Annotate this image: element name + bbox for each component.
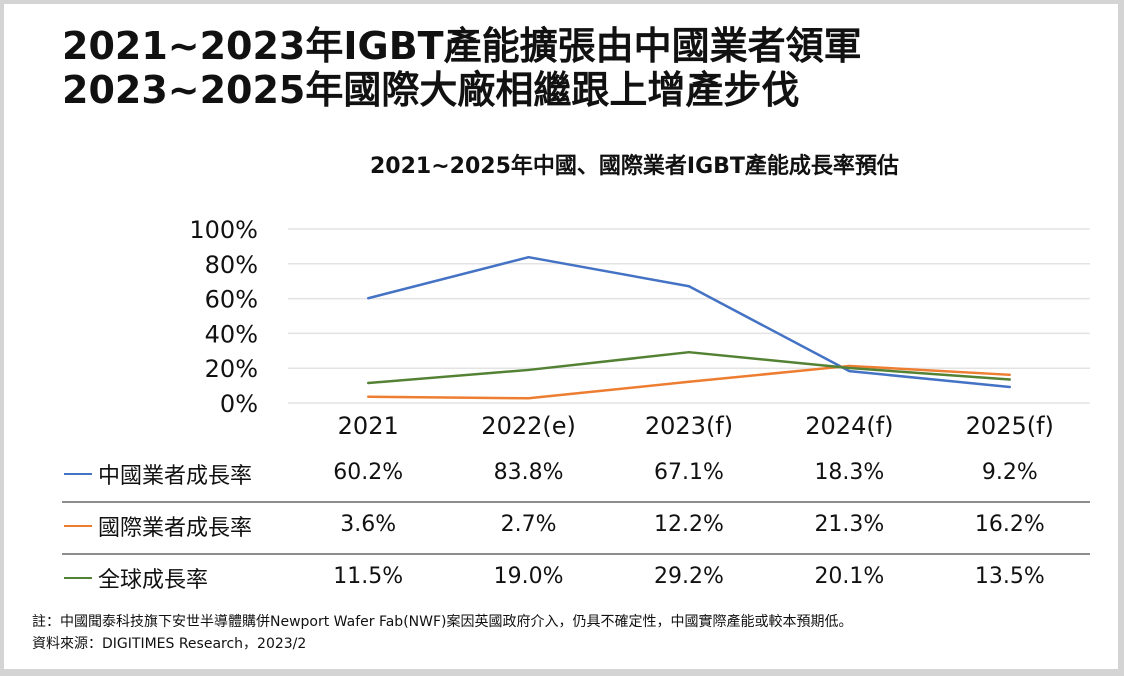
data-label: 29.2% bbox=[654, 564, 724, 589]
y-axis-ticks: 100% 80% 60% 40% 20% 0% bbox=[189, 216, 258, 418]
source-note: 資料來源：DIGITIMES Research，2023/2 bbox=[32, 636, 307, 652]
series-1 bbox=[367, 364, 1011, 400]
data-label: 18.3% bbox=[814, 460, 885, 485]
data-point bbox=[527, 255, 530, 259]
x-tick-label: 2022(e) bbox=[481, 412, 576, 440]
data-label: 3.6% bbox=[340, 512, 397, 537]
data-label: 19.0% bbox=[493, 564, 564, 589]
data-point bbox=[687, 350, 691, 354]
data-point bbox=[527, 368, 530, 372]
chart-title: 2021~2025年中國、國際業者IGBT產能成長率預估 bbox=[370, 154, 899, 179]
headline-line-2: 2023~2025年國際大廠相繼跟上增產步伐 bbox=[62, 68, 800, 112]
data-label: 11.5% bbox=[333, 564, 404, 589]
y-tick-label: 0% bbox=[220, 390, 258, 418]
series-lines bbox=[367, 255, 1011, 400]
data-label: 83.8% bbox=[493, 460, 564, 485]
legend-swatch bbox=[64, 473, 92, 475]
y-tick-label: 20% bbox=[205, 355, 258, 383]
data-point bbox=[848, 369, 851, 373]
data-point bbox=[1008, 378, 1011, 381]
legend-label: 國際業者成長率 bbox=[98, 516, 253, 541]
data-point bbox=[848, 364, 851, 368]
legend-entry: 國際業者成長率 bbox=[64, 510, 252, 542]
data-point bbox=[1008, 385, 1011, 389]
data-point bbox=[367, 395, 370, 398]
y-tick-label: 60% bbox=[205, 286, 258, 314]
legend-entry: 全球成長率 bbox=[64, 562, 208, 594]
data-label: 16.2% bbox=[974, 512, 1045, 537]
data-label: 20.1% bbox=[814, 564, 885, 589]
x-tick-label: 2021 bbox=[338, 412, 399, 440]
data-point bbox=[848, 366, 851, 370]
data-label: 60.2% bbox=[333, 460, 404, 485]
data-label: 21.3% bbox=[814, 512, 885, 537]
legend-swatch bbox=[64, 577, 92, 579]
legend-label: 全球成長率 bbox=[98, 568, 209, 593]
table-divider bbox=[62, 501, 1090, 503]
data-point bbox=[367, 297, 370, 300]
legend-swatch bbox=[64, 525, 92, 527]
legend-label: 中國業者成長率 bbox=[98, 464, 253, 489]
y-tick-label: 40% bbox=[205, 320, 258, 348]
data-label: 12.2% bbox=[654, 512, 724, 537]
series-0 bbox=[367, 255, 1011, 389]
legend-entry: 中國業者成長率 bbox=[64, 458, 252, 490]
data-label: 9.2% bbox=[981, 460, 1038, 485]
data-point bbox=[527, 397, 530, 400]
data-point bbox=[1008, 373, 1011, 377]
y-tick-label: 80% bbox=[205, 251, 258, 279]
data-label: 13.5% bbox=[974, 564, 1045, 589]
x-axis-ticks: 2021 2022(e) 2023(f) 2024(f) 2025(f) bbox=[338, 412, 1054, 440]
headline: 2021~2023年IGBT產能擴張由中國業者領軍 2023~2025年國際大廠… bbox=[62, 24, 862, 112]
headline-line-1: 2021~2023年IGBT產能擴張由中國業者領軍 bbox=[62, 24, 862, 68]
table-divider bbox=[62, 553, 1090, 555]
data-point bbox=[687, 285, 691, 288]
x-tick-label: 2025(f) bbox=[966, 412, 1054, 440]
data-label: 67.1% bbox=[654, 460, 724, 485]
data-label: 2.7% bbox=[500, 512, 557, 537]
series-2 bbox=[367, 350, 1011, 385]
x-tick-label: 2024(f) bbox=[805, 412, 893, 440]
x-tick-label: 2023(f) bbox=[645, 412, 733, 440]
y-tick-label: 100% bbox=[189, 216, 258, 244]
data-point bbox=[367, 381, 370, 385]
footnote: 註：中國聞泰科技旗下安世半導體購併Newport Wafer Fab(NWF)案… bbox=[32, 614, 853, 630]
gridlines bbox=[288, 228, 1090, 404]
data-point bbox=[687, 380, 691, 383]
infographic-frame bbox=[4, 4, 1118, 669]
